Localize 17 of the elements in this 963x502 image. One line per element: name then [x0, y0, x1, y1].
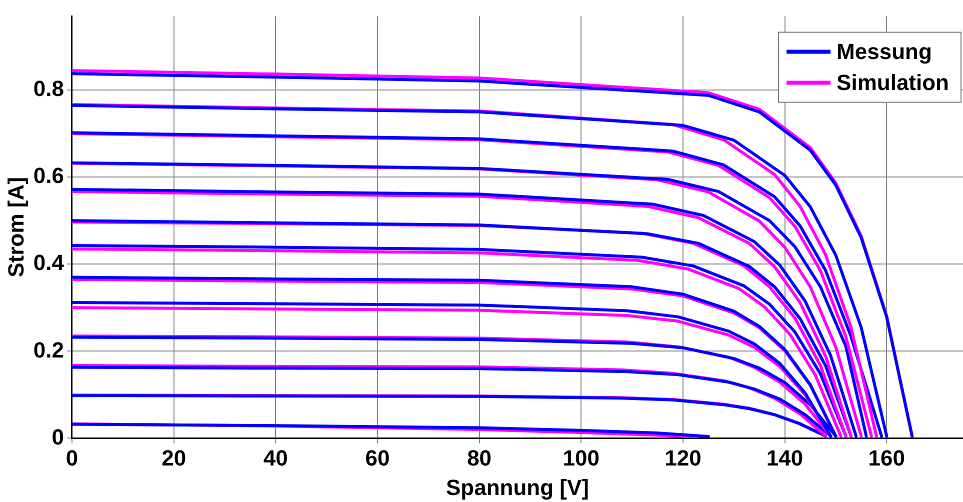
x-tick-label: 20	[162, 445, 186, 470]
x-tick-label: 40	[263, 445, 288, 470]
legend-label: Messung	[836, 38, 932, 64]
x-tick-label: 80	[467, 445, 492, 470]
x-tick-label: 140	[766, 445, 804, 470]
legend-label: Simulation	[836, 70, 950, 95]
y-axis-title: Strom [A]	[3, 177, 28, 278]
x-tick-label: 60	[365, 445, 390, 470]
y-tick-label: 0.2	[33, 337, 64, 362]
y-tick-label: 0.4	[33, 250, 65, 276]
y-tick-label: 0.8	[33, 76, 64, 102]
x-tick-label: 120	[664, 445, 702, 470]
y-tick-label: 0.6	[33, 163, 64, 188]
x-tick-label: 100	[562, 445, 600, 470]
x-tick-label: 160	[868, 445, 905, 470]
x-axis-title: Spannung [V]	[446, 474, 589, 500]
y-tick-label: 0	[52, 424, 64, 450]
